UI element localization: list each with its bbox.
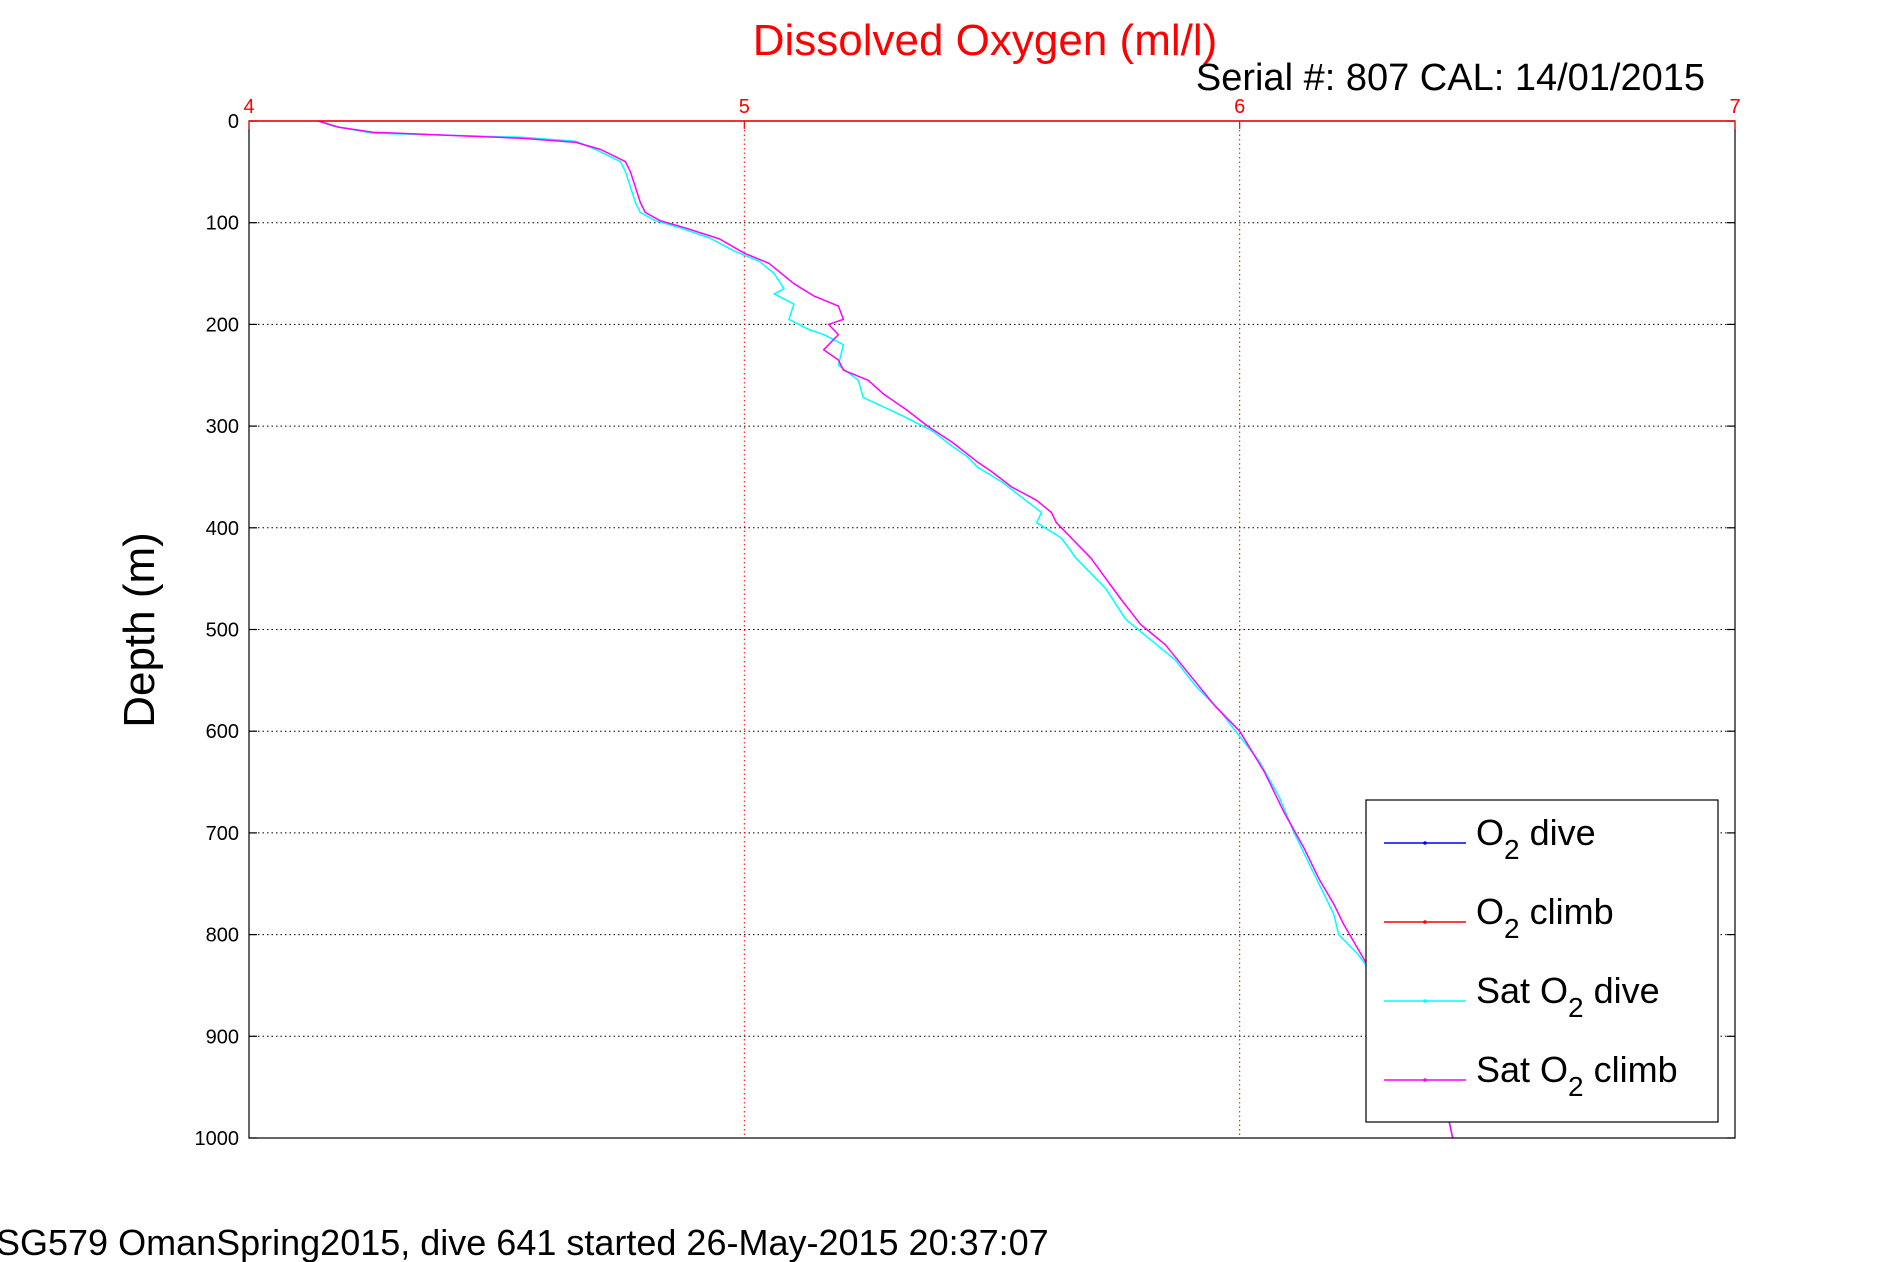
legend-box [1365,799,1719,1123]
x-tick-label: 7 [1729,96,1740,118]
grid [249,121,1735,1138]
legend: O2 dive O2 climb Sat O2 dive Sat O2 climb [1365,799,1719,1123]
legend-label: Sat O2 climb [1476,1049,1678,1102]
legend-marker [1423,999,1427,1003]
legend-item: O2 climb [1384,891,1614,944]
y-tick-label: 600 [206,721,239,743]
y-tick-label: 500 [206,620,239,642]
y-tick-label: 1000 [195,1128,240,1150]
axes: 0 100 200 300 400 500 600 700 800 900 1000 4 5 6 7 [195,96,1741,1150]
series-line-sat-o2-climb [318,120,1454,1139]
legend-item: O2 dive [1384,812,1596,865]
y-tick-label: 300 [206,416,239,438]
series-line-sat-o2-dive [318,120,1454,1139]
y-tick-label: 800 [206,925,239,947]
y-tick-label: 400 [206,518,239,540]
legend-marker [1423,920,1427,924]
chart-title: Dissolved Oxygen (ml/l) [753,16,1218,65]
x-tick-label: 6 [1234,96,1245,118]
y-tick-label: 200 [206,314,239,336]
legend-marker [1423,1078,1427,1082]
y-tick-label: 0 [228,111,239,133]
legend-item: Sat O2 dive [1384,970,1660,1023]
x-tick-label: 5 [739,96,750,118]
legend-label: O2 climb [1476,891,1614,944]
y-tick-label: 900 [206,1026,239,1048]
legend-label: O2 dive [1476,812,1596,865]
series-lines [318,120,1454,1139]
legend-marker [1423,841,1427,845]
y-tick-label: 100 [206,213,239,235]
y-tick-label: 700 [206,823,239,845]
legend-item: Sat O2 climb [1384,1049,1678,1102]
dive-info-footer: SG579 OmanSpring2015, dive 641 started 2… [0,1222,1049,1262]
legend-label: Sat O2 dive [1476,970,1660,1023]
y-axis-label: Depth (m) [115,532,164,728]
chart-subtitle: Serial #: 807 CAL: 14/01/2015 [1196,57,1705,99]
x-tick-label: 4 [243,96,254,118]
